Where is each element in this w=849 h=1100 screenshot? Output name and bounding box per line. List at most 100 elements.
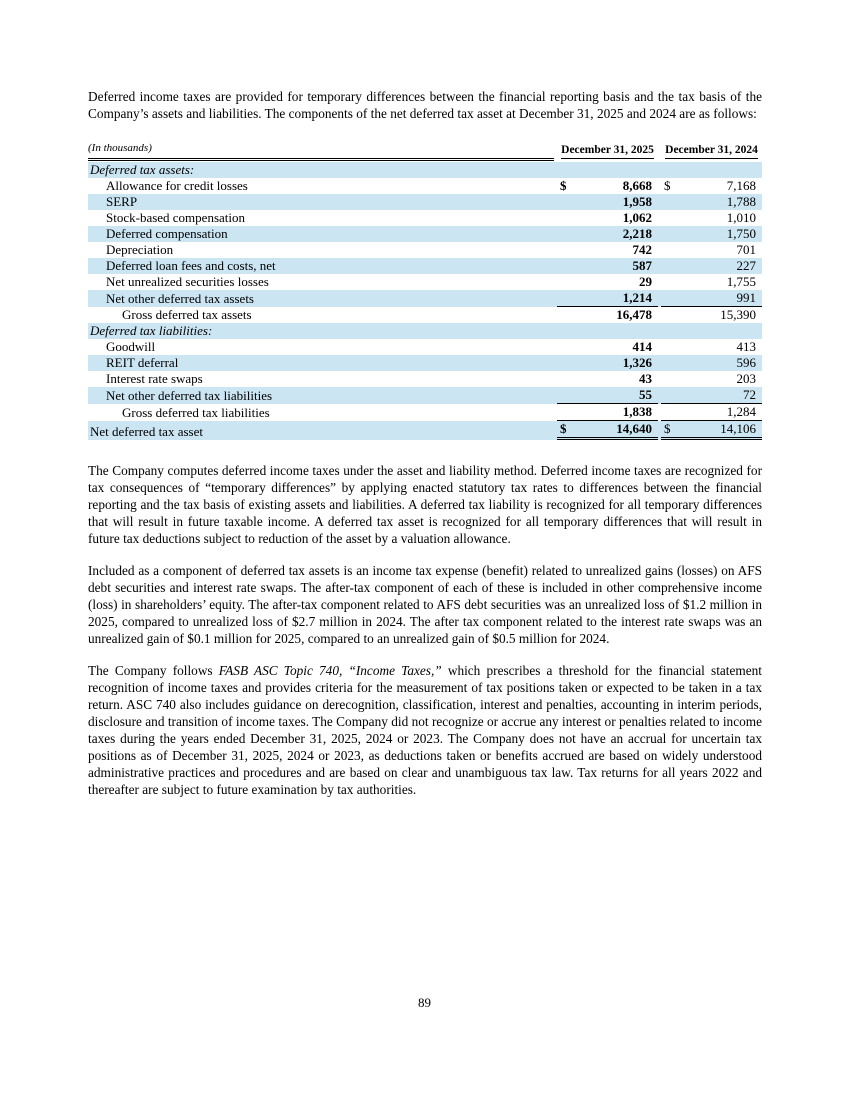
amount: 2,218 <box>622 226 652 241</box>
table-row: Net deferred tax asset $14,640 $14,106 <box>88 421 762 440</box>
amount: 16,478 <box>616 307 652 322</box>
table-row: Gross deferred tax liabilities 1,838 1,284 <box>88 404 762 421</box>
header-2024: December 31, 2024 <box>665 142 758 159</box>
page-content: Deferred income taxes are provided for t… <box>88 88 762 813</box>
amount: 7,168 <box>726 178 756 193</box>
value-2024: 413 <box>661 339 762 355</box>
table-row: Deferred tax assets: <box>88 162 762 178</box>
text-segment: The Company follows <box>88 663 219 678</box>
page-number: 89 <box>418 995 431 1010</box>
row-label: Allowance for credit losses <box>106 178 248 193</box>
tax-table-body: Deferred tax assets: Allowance for credit… <box>88 162 762 440</box>
row-label: Deferred tax liabilities: <box>90 323 213 338</box>
amount: 1,214 <box>622 290 652 305</box>
amount: 43 <box>639 371 652 386</box>
amount: 742 <box>632 242 653 257</box>
value-2025: 742 <box>557 242 658 258</box>
amount: 14,106 <box>720 421 756 436</box>
value-2025: 587 <box>557 258 658 274</box>
amount: 1,750 <box>726 226 756 241</box>
value-2024: 227 <box>661 258 762 274</box>
paragraphs: The Company computes deferred income tax… <box>88 462 762 798</box>
amount: 227 <box>736 258 757 273</box>
value-2024: 1,284 <box>661 404 762 421</box>
table-row: Deferred tax liabilities: <box>88 323 762 339</box>
paragraph: The Company computes deferred income tax… <box>88 462 762 547</box>
table-row: Goodwill 414 413 <box>88 339 762 355</box>
value-2024: 1,010 <box>661 210 762 226</box>
amount: 596 <box>736 355 757 370</box>
row-label: Net other deferred tax liabilities <box>106 388 273 403</box>
header-2024-cell: December 31, 2024 <box>661 142 762 161</box>
value-2025: 1,214 <box>557 290 658 307</box>
value-2025: $8,668 <box>557 178 658 194</box>
table-row: Deferred loan fees and costs, net 587 227 <box>88 258 762 274</box>
value-2024: 72 <box>661 387 762 404</box>
value-2025: 43 <box>557 371 658 387</box>
row-label: Interest rate swaps <box>106 371 203 386</box>
value-2025: 16,478 <box>557 307 658 323</box>
amount: 8,668 <box>622 178 652 193</box>
amount: 701 <box>736 242 757 257</box>
amount: 1,838 <box>622 404 652 419</box>
value-2024: $14,106 <box>661 421 762 440</box>
row-label: Goodwill <box>106 339 156 354</box>
row-label: Deferred loan fees and costs, net <box>106 258 276 273</box>
value-2025: 414 <box>557 339 658 355</box>
header-2025: December 31, 2025 <box>561 142 654 159</box>
paragraph: Included as a component of deferred tax … <box>88 562 762 647</box>
table-row: REIT deferral 1,326 596 <box>88 355 762 371</box>
value-2025: 55 <box>557 387 658 404</box>
row-label: Net unrealized securities losses <box>106 274 269 289</box>
row-label: Depreciation <box>106 242 174 257</box>
table-row: Interest rate swaps 43 203 <box>88 371 762 387</box>
value-2024: 1,755 <box>661 274 762 290</box>
amount: 1,284 <box>726 404 756 419</box>
amount: 1,062 <box>622 210 652 225</box>
value-2025: 1,958 <box>557 194 658 210</box>
row-label: SERP <box>106 194 138 209</box>
amount: 14,640 <box>616 421 652 436</box>
amount: 991 <box>736 290 757 305</box>
amount: 203 <box>736 371 757 386</box>
value-2024: 701 <box>661 242 762 258</box>
table-row: Net other deferred tax assets 1,214 991 <box>88 290 762 307</box>
table-row: SERP 1,958 1,788 <box>88 194 762 210</box>
amount: 1,755 <box>726 274 756 289</box>
value-2025: 1,062 <box>557 210 658 226</box>
value-2024: 596 <box>661 355 762 371</box>
row-label: Deferred tax assets: <box>90 162 195 177</box>
in-thousands-label: (In thousands) <box>88 142 152 154</box>
amount: 1,958 <box>622 194 652 209</box>
amount: 587 <box>632 258 653 273</box>
amount: 15,390 <box>720 307 756 322</box>
text-segment: Included as a component of deferred tax … <box>88 563 762 646</box>
value-2024: 1,788 <box>661 194 762 210</box>
row-label: Net other deferred tax assets <box>106 291 254 306</box>
amount: 414 <box>632 339 653 354</box>
dollar-sign: $ <box>664 178 671 193</box>
value-2025: 29 <box>557 274 658 290</box>
row-label: Stock-based compensation <box>106 210 245 225</box>
text-segment: which prescribes a threshold for the fin… <box>88 663 762 797</box>
value-2024: 991 <box>661 290 762 307</box>
row-label: Gross deferred tax liabilities <box>122 405 270 420</box>
value-2025: 1,838 <box>557 404 658 421</box>
intro-paragraph: Deferred income taxes are provided for t… <box>88 89 762 121</box>
value-2025: 1,326 <box>557 355 658 371</box>
row-label: REIT deferral <box>106 355 179 370</box>
amount: 1,010 <box>726 210 756 225</box>
table-row: Allowance for credit losses $8,668 $7,168 <box>88 178 762 194</box>
table-row: Gross deferred tax assets 16,478 15,390 <box>88 307 762 323</box>
amount: 1,788 <box>726 194 756 209</box>
deferred-tax-table: (In thousands) December 31, 2025 Decembe… <box>88 140 762 440</box>
text-segment: The Company computes deferred income tax… <box>88 463 762 546</box>
amount: 1,326 <box>622 355 652 370</box>
table-row: Net other deferred tax liabilities 55 72 <box>88 387 762 404</box>
amount: 413 <box>736 339 757 354</box>
table-row: Deferred compensation 2,218 1,750 <box>88 226 762 242</box>
amount: 29 <box>639 274 652 289</box>
italic-citation: FASB ASC Topic 740, “Income Taxes,” <box>218 663 442 678</box>
dollar-sign: $ <box>664 421 671 436</box>
